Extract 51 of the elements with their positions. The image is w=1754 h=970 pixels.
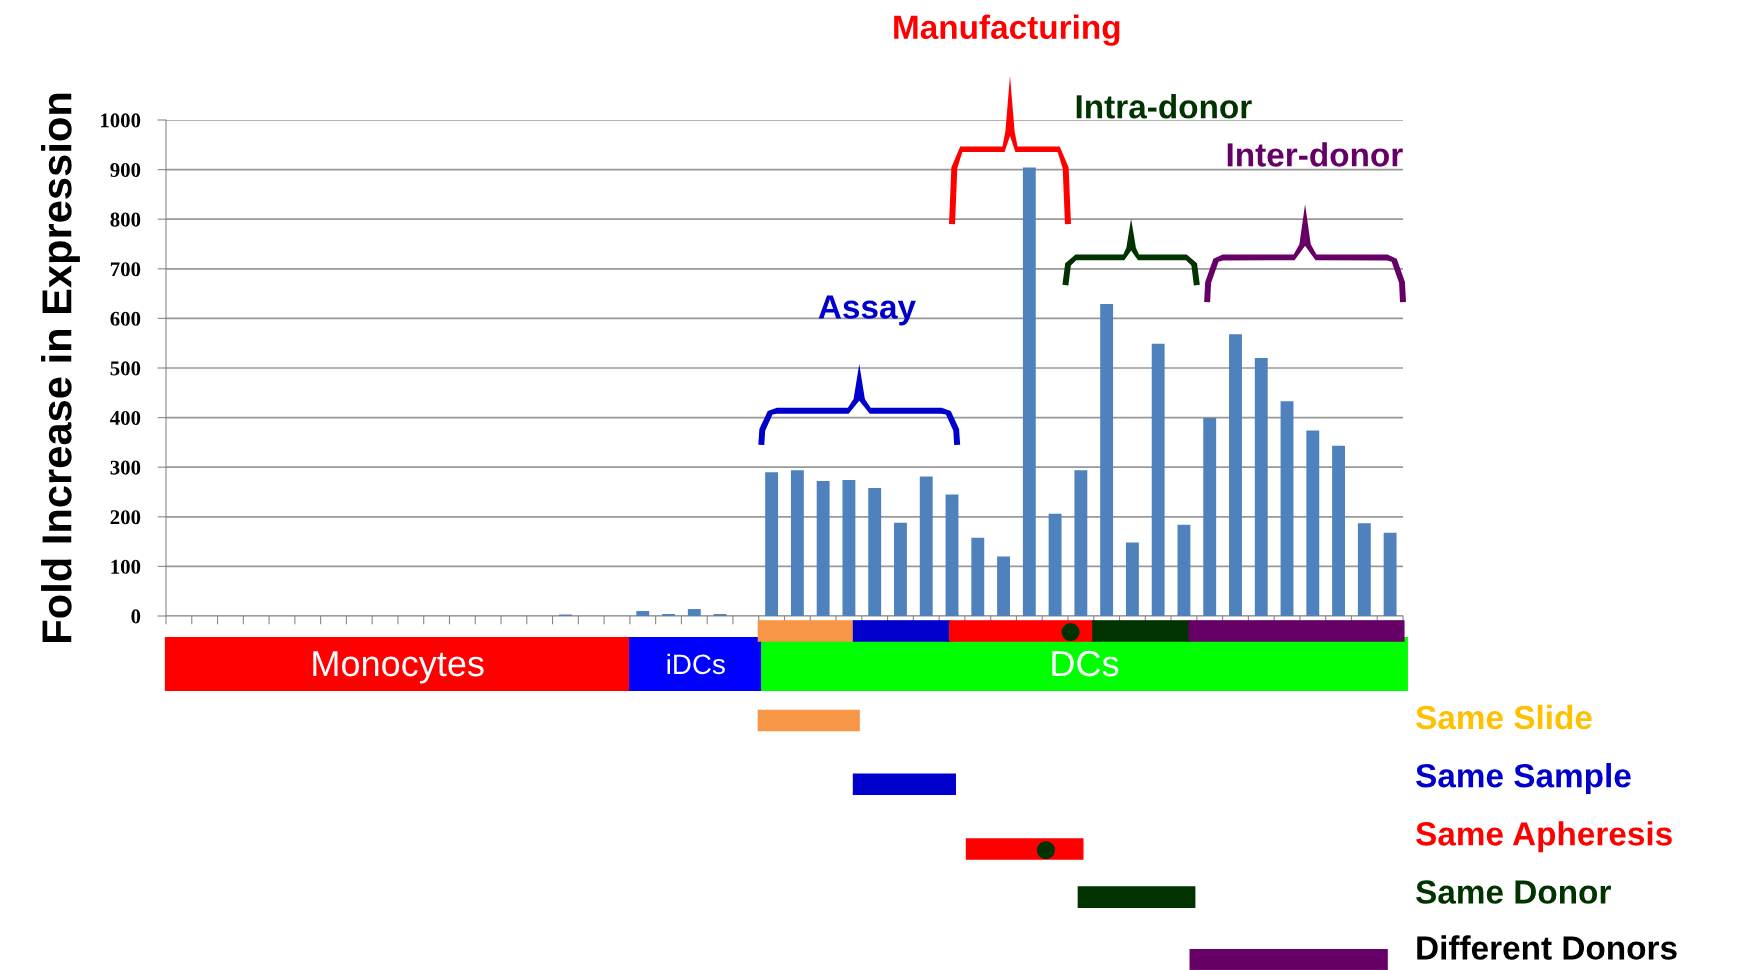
bar [687, 609, 701, 616]
y-tick-label: 1000 [101, 113, 141, 128]
annotation: Inter-donor [1227, 142, 1403, 167]
y-tick-label: 300 [110, 460, 141, 475]
bar [636, 611, 650, 616]
text: Intra-donor [1076, 94, 1252, 119]
bar [816, 481, 830, 616]
bar [894, 522, 907, 616]
y-axis-title: Fold Increase in Expression [41, 93, 80, 642]
bar [1357, 523, 1371, 616]
y-tick-label: 700 [110, 262, 141, 277]
text: Same Sample [1416, 763, 1631, 795]
y-tick-label: 200 [110, 510, 141, 525]
bar [1254, 358, 1268, 616]
bar [1074, 470, 1088, 616]
text: Different Donors [1417, 935, 1677, 960]
bar [1177, 524, 1191, 616]
bar [1383, 532, 1397, 616]
bar [971, 537, 985, 616]
bar [1280, 401, 1294, 616]
y-tick-label: 400 [110, 410, 141, 426]
y-tick-label: 900 [110, 162, 141, 178]
bar [1151, 343, 1165, 616]
bar [945, 494, 959, 616]
bar [1306, 430, 1320, 616]
bar [1229, 334, 1242, 616]
bar [790, 470, 804, 616]
bar [1100, 304, 1114, 616]
text: iDCs [667, 653, 725, 675]
annotation: Assay [818, 295, 916, 326]
y-tick-label: 100 [111, 559, 141, 574]
bar [1022, 167, 1036, 616]
text: Manufacturing [894, 14, 1120, 46]
text: Same Apheresis [1416, 821, 1672, 853]
bar [997, 556, 1010, 616]
bar [1332, 445, 1346, 616]
y-tick-label: 0 [131, 609, 141, 624]
text: Monocytes [313, 651, 484, 684]
bar [1048, 513, 1062, 616]
text: Same Donor [1416, 880, 1611, 904]
bar [1125, 542, 1139, 616]
text: DCs [1052, 650, 1119, 677]
text: Same Slide [1416, 704, 1592, 730]
bar [1203, 418, 1217, 616]
y-tick-label: 500 [110, 361, 141, 376]
bar [919, 476, 933, 616]
bar [765, 472, 779, 616]
bar [842, 480, 856, 616]
y-tick-label: 800 [110, 212, 141, 227]
bar [868, 488, 882, 616]
y-tick-label: 600 [110, 311, 141, 326]
